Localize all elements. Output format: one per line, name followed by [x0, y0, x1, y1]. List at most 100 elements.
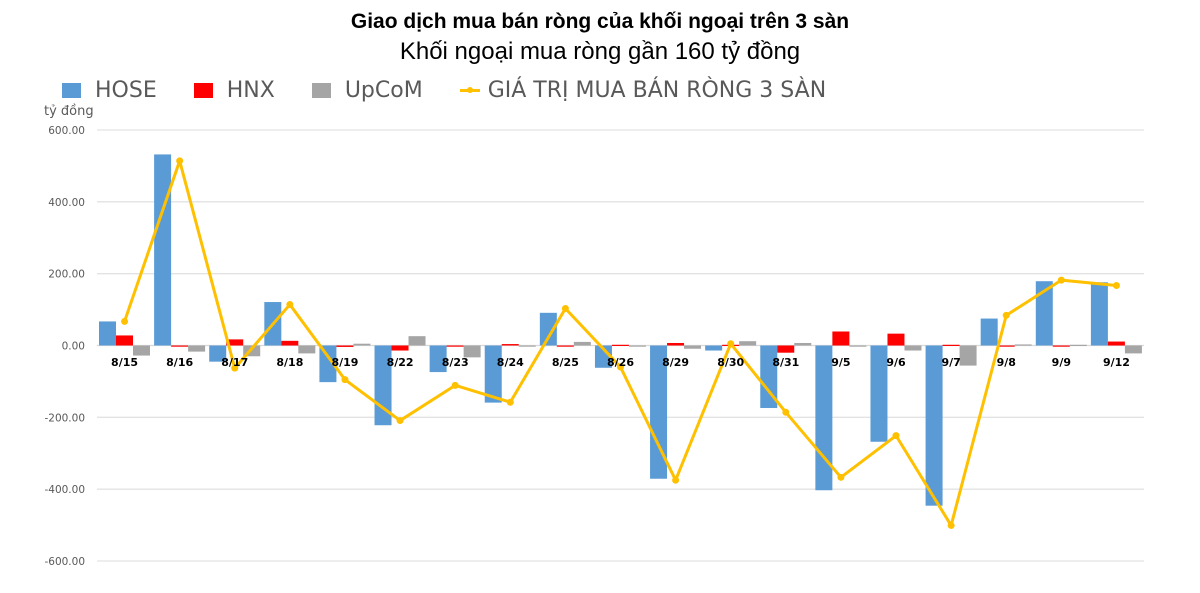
bar-upcom — [188, 345, 206, 352]
bar-hnx — [997, 345, 1015, 347]
bar-hnx — [667, 342, 685, 346]
chart-title: Giao dịch mua bán ròng của khối ngoại tr… — [350, 10, 850, 33]
line-marker — [947, 521, 955, 529]
bar-upcom — [573, 341, 591, 346]
bar-upcom — [353, 343, 371, 346]
legend-swatch-upcom-icon — [311, 82, 331, 98]
bar-upcom — [133, 345, 150, 356]
bar-upcom — [1014, 344, 1032, 346]
y-tick-label: -600.00 — [44, 556, 85, 568]
line-marker — [1057, 276, 1065, 284]
bar-hnx — [171, 345, 189, 347]
line-marker — [231, 364, 239, 372]
bar-hnx — [391, 345, 409, 351]
line-marker — [506, 398, 514, 406]
legend-line-marker-icon — [459, 86, 480, 93]
y-tick-label: 0.00 — [62, 341, 85, 353]
x-category-label: 8/31 — [772, 356, 799, 369]
chart-legend: HOSE HNX UpCoM GIÁ TRỊ MUA BÁN RÒNG 3 SÀ… — [62, 76, 863, 104]
chart-subtitle: Khối ngoại mua ròng gần 160 tỷ đồng — [399, 38, 801, 65]
bar-hnx — [501, 344, 519, 346]
y-tick-label: 600.00 — [48, 125, 85, 137]
x-category-label: 8/26 — [607, 356, 634, 369]
bar-hnx — [281, 340, 299, 346]
legend-item-net-total: GIÁ TRỊ MUA BÁN RÒNG 3 SÀN — [459, 78, 826, 103]
y-tick-label: -200.00 — [44, 412, 85, 424]
bar-hnx — [336, 345, 354, 347]
bar-upcom — [1124, 345, 1142, 354]
x-category-label: 9/5 — [831, 356, 850, 369]
line-marker — [176, 157, 184, 165]
line-marker — [451, 381, 459, 389]
legend-item-upcom: UpCoM — [311, 77, 423, 103]
bar-upcom — [518, 345, 536, 347]
line-marker — [892, 432, 900, 440]
bar-hose — [870, 345, 888, 442]
x-category-label: 9/6 — [886, 356, 906, 369]
bar-upcom — [1069, 344, 1087, 346]
bar-hose — [539, 312, 557, 346]
bar-hose — [925, 345, 943, 506]
line-marker — [837, 473, 845, 481]
legend-item-hose: HOSE — [62, 78, 157, 103]
bar-hnx — [1052, 345, 1070, 347]
bar-hose — [594, 345, 612, 368]
x-category-label: 8/25 — [552, 356, 579, 369]
x-category-label: 9/12 — [1103, 356, 1130, 369]
line-marker — [1112, 282, 1120, 290]
gridlines — [97, 129, 1144, 562]
x-category-label: 8/16 — [166, 356, 193, 369]
bar-hose — [1035, 281, 1053, 346]
line-marker — [341, 376, 349, 384]
line-marker — [672, 476, 680, 484]
x-category-label: 8/18 — [276, 356, 303, 369]
bar-upcom — [849, 345, 867, 347]
x-category-label: 8/24 — [497, 356, 524, 369]
bar-hnx — [887, 333, 905, 346]
bar-hose — [815, 345, 833, 491]
legend-label-upcom: UpCoM — [344, 77, 423, 103]
x-category-label: 8/29 — [662, 356, 689, 369]
bar-upcom — [628, 345, 646, 347]
bar-upcom — [684, 345, 702, 349]
bar-hose — [705, 345, 723, 351]
legend-swatch-hose-icon — [62, 82, 81, 98]
bar-hnx — [226, 339, 244, 346]
bar-hose — [99, 321, 116, 346]
x-category-label: 8/30 — [717, 356, 744, 369]
bar-hnx — [1107, 341, 1125, 346]
line-marker — [286, 301, 294, 309]
bar-hnx — [116, 335, 133, 346]
bar-hnx — [446, 345, 464, 347]
line-series — [121, 157, 1120, 529]
line-marker — [727, 340, 735, 348]
bar-hose — [209, 345, 227, 362]
line-marker — [121, 317, 129, 325]
bar-hnx — [556, 345, 574, 347]
bar-upcom — [298, 345, 316, 354]
bar-hose — [319, 345, 337, 383]
line-marker — [617, 363, 624, 371]
legend-swatch-hnx-icon — [193, 82, 213, 98]
bar-upcom — [739, 341, 757, 346]
legend-item-hnx: HNX — [193, 77, 275, 103]
bar-upcom — [794, 342, 812, 346]
legend-label-hose: HOSE — [95, 77, 157, 103]
x-category-label: 9/9 — [1052, 356, 1071, 369]
y-axis-ticks: 600.00 400.00 200.00 0.00 -200.00 -400.00 -600… — [44, 125, 85, 568]
x-category-label: 8/17 — [221, 356, 248, 369]
y-tick-label: 200.00 — [48, 269, 85, 281]
bar-hose — [760, 345, 778, 408]
line-marker — [396, 417, 404, 425]
bar-upcom — [904, 345, 922, 351]
x-category-label: 8/22 — [387, 356, 414, 369]
legend-label-hnx: HNX — [226, 77, 275, 103]
bar-hnx — [942, 344, 960, 346]
x-axis-categories: 8/15 8/16 8/17 8/18 8/19 8/22 8/23 8/24 8/25 8/26… — [111, 356, 1130, 369]
bar-upcom — [959, 345, 977, 366]
bar-upcom — [463, 345, 481, 358]
x-category-label: 8/23 — [442, 356, 469, 369]
bar-hose — [154, 154, 172, 346]
bar-hose — [980, 318, 998, 346]
